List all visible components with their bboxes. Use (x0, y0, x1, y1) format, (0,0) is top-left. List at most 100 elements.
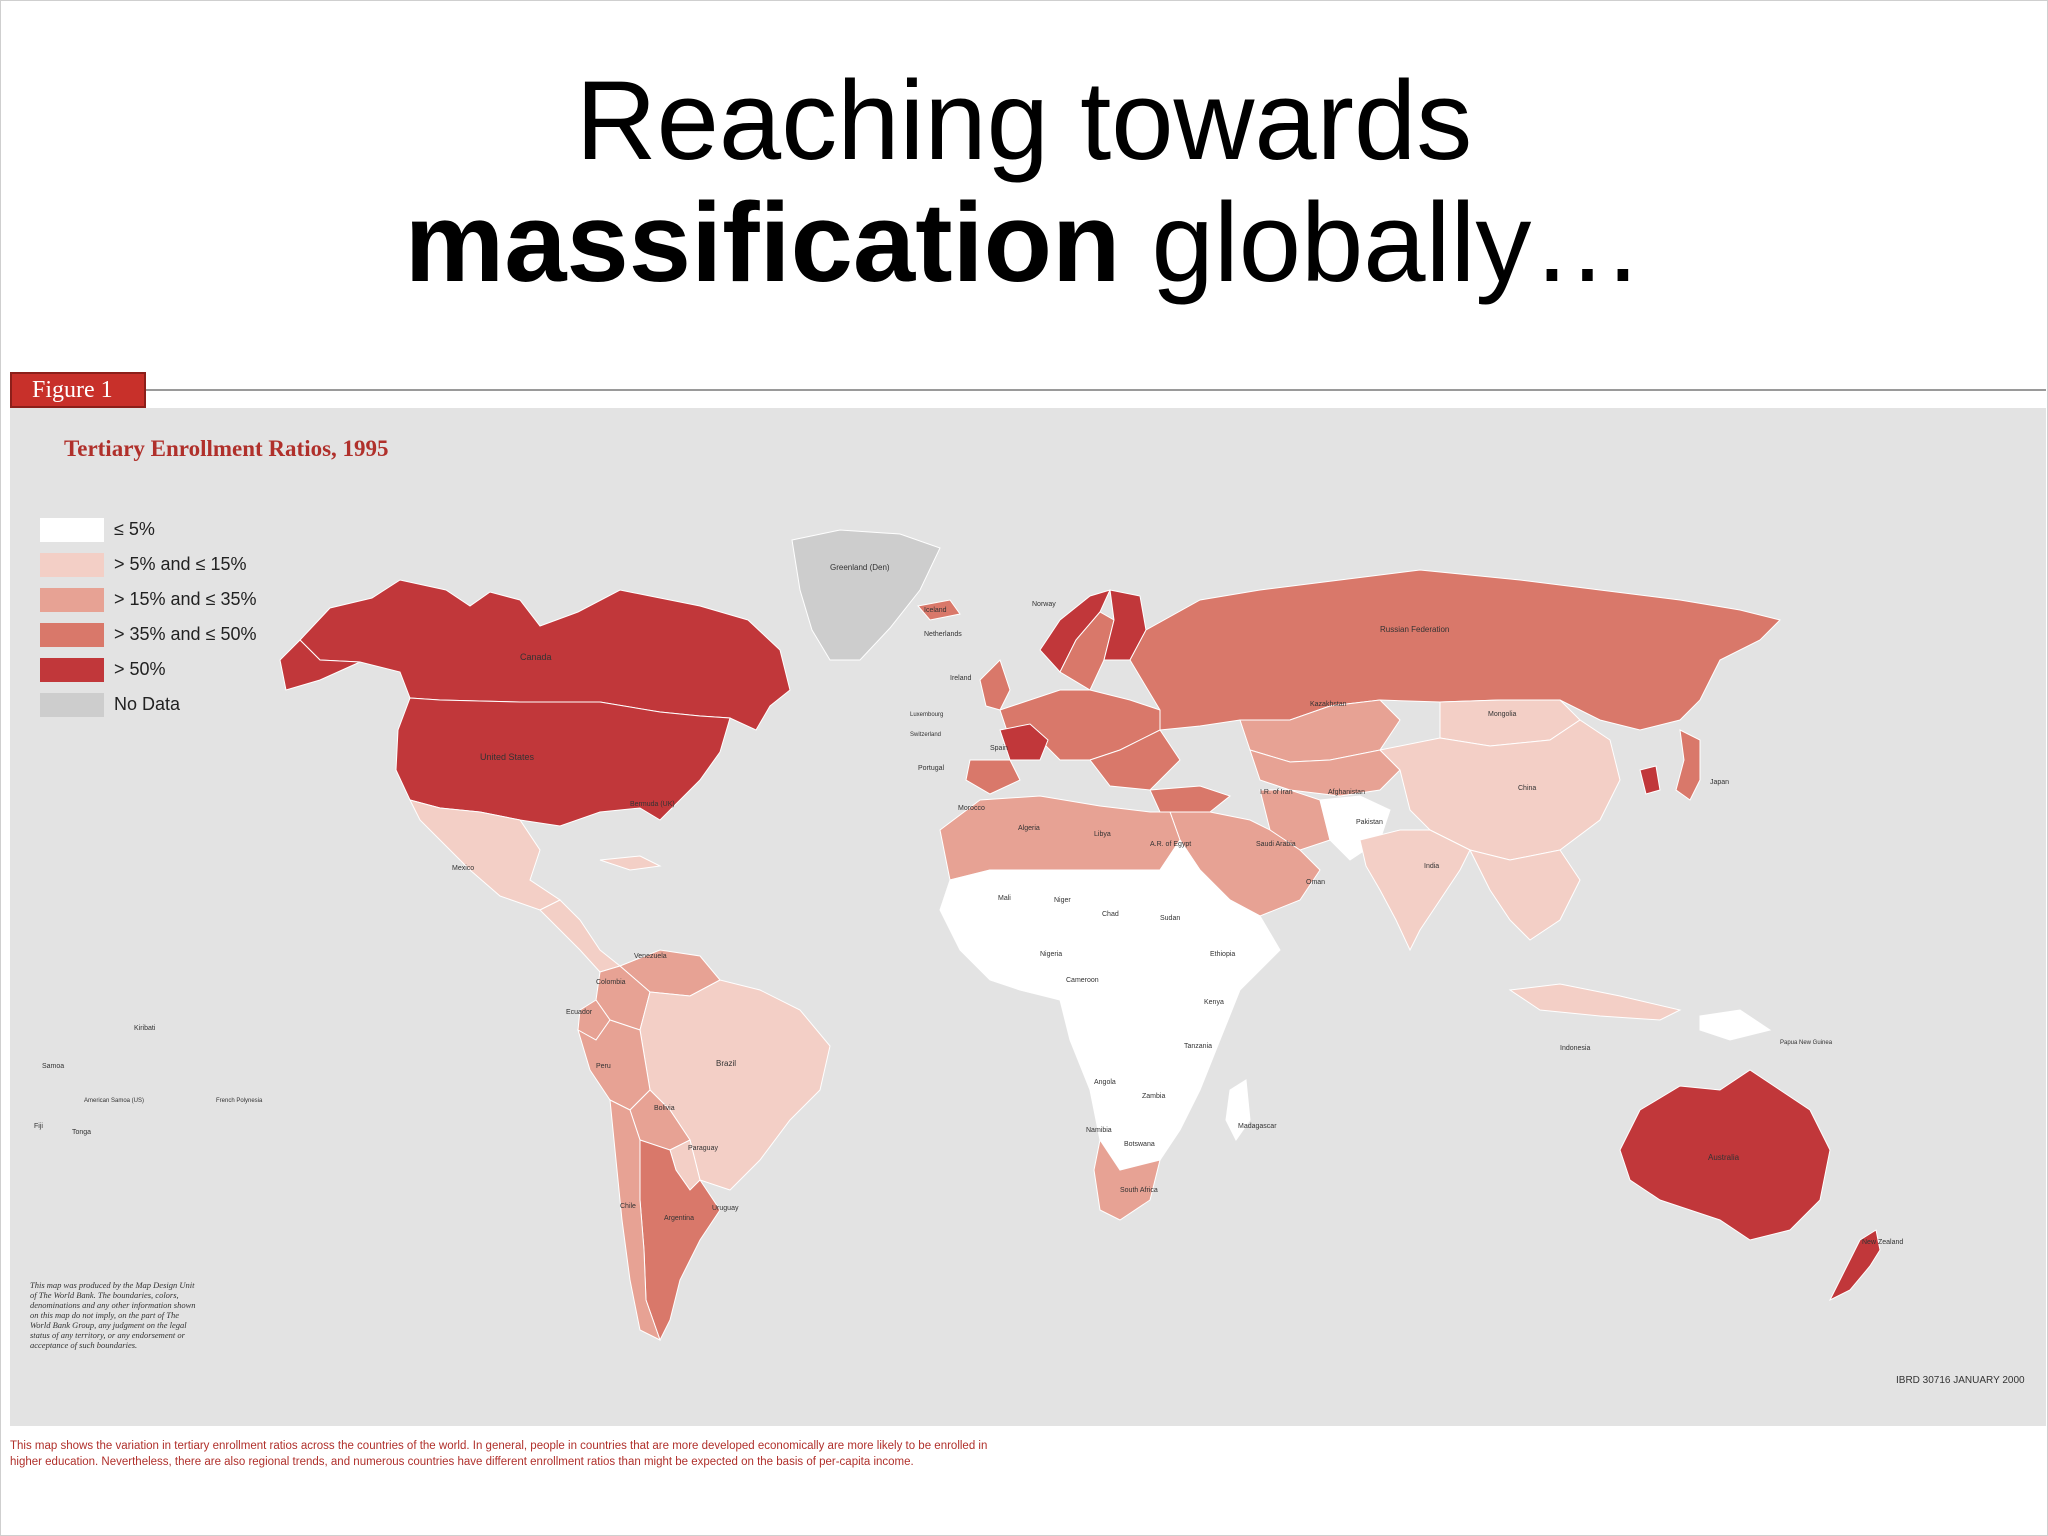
map-label-australia: Australia (1708, 1153, 1740, 1162)
region-chile (609, 1099, 661, 1341)
map-label-paraguay: Paraguay (688, 1145, 718, 1152)
map-label-samoa: Samoa (42, 1063, 64, 1070)
map-label-norway: Norway (1032, 601, 1056, 608)
map-label-switzerland: Switzerland (910, 732, 941, 738)
region-eastern-europe (1089, 729, 1181, 791)
map-label-cameroon: Cameroon (1066, 977, 1099, 984)
map-label-ireland: Ireland (950, 675, 972, 682)
map-label-japan: Japan (1710, 779, 1729, 786)
map-label-china: China (1518, 785, 1536, 792)
map-label-venezuela: Venezuela (634, 953, 667, 960)
region-madagascar (1225, 1079, 1251, 1141)
map-credit: This map was produced by the Map Design … (30, 1280, 196, 1350)
map-label-american-samoa: American Samoa (US) (84, 1098, 144, 1104)
legend-label: > 50% (114, 659, 166, 679)
map-label-russia: Russian Federation (1380, 625, 1449, 634)
legend-swatch (40, 693, 104, 717)
map-label-mali: Mali (998, 895, 1011, 902)
region-australia (1619, 1069, 1831, 1241)
map-label-colombia: Colombia (596, 979, 626, 986)
region-indonesia (1508, 983, 1682, 1021)
map-label-angola: Angola (1094, 1079, 1116, 1086)
region-spain (965, 759, 1021, 795)
map-label-ecuador: Ecuador (566, 1009, 593, 1016)
map-label-nigeria: Nigeria (1040, 951, 1062, 958)
map-label-canada: Canada (520, 652, 552, 662)
region-africa-main (939, 839, 1281, 1171)
title-line-1: Reaching towards (575, 58, 1473, 183)
legend-swatch (40, 658, 104, 682)
map-label-saudi: Saudi Arabia (1256, 841, 1296, 848)
map-label-mongolia: Mongolia (1488, 711, 1517, 718)
region-central-america (539, 899, 622, 973)
map-label-luxembourg: Luxembourg (910, 712, 943, 718)
map-label-madagascar: Madagascar (1238, 1123, 1277, 1130)
region-france (999, 723, 1049, 761)
region-central-asia (1249, 749, 1401, 797)
map-label-bolivia: Bolivia (654, 1105, 675, 1112)
region-south-africa (1093, 1138, 1161, 1221)
map-label-bermuda: Bermuda (UK) (630, 801, 675, 808)
map-label-morocco: Morocco (958, 805, 985, 812)
figure-badge: Figure 1 (10, 372, 146, 408)
map-label-kazakhstan: Kazakhstan (1310, 701, 1347, 708)
map-label-sudan: Sudan (1160, 915, 1180, 922)
map-label-botswana: Botswana (1124, 1141, 1155, 1148)
map-label-afghanistan: Afghanistan (1328, 789, 1365, 796)
region-southeast-asia (1469, 849, 1581, 941)
map-label-argentina: Argentina (664, 1215, 694, 1222)
figure-rule (146, 389, 2046, 391)
map-label-chile: Chile (620, 1203, 636, 1210)
map-label-niger: Niger (1054, 897, 1071, 904)
map-label-zambia: Zambia (1142, 1093, 1165, 1100)
map-label-netherlands: Netherlands (924, 631, 962, 638)
map-label-india: India (1424, 863, 1439, 870)
map-label-algeria: Algeria (1018, 825, 1040, 832)
map-label-indonesia: Indonesia (1560, 1045, 1590, 1052)
map-label-mexico: Mexico (452, 865, 474, 872)
figure-title: Tertiary Enrollment Ratios, 1995 (64, 436, 389, 461)
map-label-ethiopia: Ethiopia (1210, 951, 1235, 958)
legend-label: > 5% and ≤ 15% (114, 554, 247, 574)
region-china (1378, 719, 1621, 861)
region-iceland (917, 599, 961, 621)
legend-label: > 15% and ≤ 35% (114, 589, 257, 609)
map-label-pakistan: Pakistan (1356, 819, 1383, 826)
title-line-2: massification globally… (0, 182, 2048, 304)
map-label-greenland: Greenland (Den) (830, 563, 890, 572)
region-japan (1675, 729, 1701, 801)
map-label-iceland: Iceland (924, 607, 947, 614)
figure-caption: This map shows the variation in tertiary… (10, 1440, 988, 1468)
region-united-states (395, 697, 731, 827)
region-new-zealand (1828, 1229, 1881, 1302)
region-greenland (791, 529, 941, 661)
region-india (1359, 829, 1471, 952)
legend-swatch (40, 518, 104, 542)
region-uk-ireland (979, 659, 1011, 711)
ibrd-reference: IBRD 30716 JANUARY 2000 (1896, 1375, 2025, 1386)
map-label-new-zealand: New Zealand (1862, 1239, 1903, 1246)
map-label-french-polynesia: French Polynesia (216, 1098, 263, 1104)
legend-swatch (40, 588, 104, 612)
region-korea (1639, 765, 1661, 795)
map-label-tonga: Tonga (72, 1129, 91, 1136)
map-label-png: Papua New Guinea (1780, 1040, 1833, 1046)
map-label-fiji-w: Fiji (34, 1123, 43, 1130)
region-png (1699, 1009, 1772, 1041)
map-label-libya: Libya (1094, 831, 1111, 838)
title-rest: globally… (1120, 180, 1644, 305)
map-label-tanzania: Tanzania (1184, 1043, 1212, 1050)
map-label-kiribati-w: Kiribati (134, 1025, 156, 1032)
legend-swatch (40, 623, 104, 647)
title-bold-word: massification (404, 180, 1121, 305)
legend-swatch (40, 553, 104, 577)
map-label-spain: Spain (990, 745, 1008, 752)
region-alaska (279, 639, 361, 691)
map-label-kenya: Kenya (1204, 999, 1224, 1006)
map-label-iran: I.R. of Iran (1260, 789, 1293, 796)
map-label-portugal: Portugal (918, 765, 945, 772)
map-label-brazil: Brazil (716, 1059, 736, 1068)
map-label-namibia: Namibia (1086, 1127, 1112, 1134)
map-label-oman: Oman (1306, 879, 1325, 886)
